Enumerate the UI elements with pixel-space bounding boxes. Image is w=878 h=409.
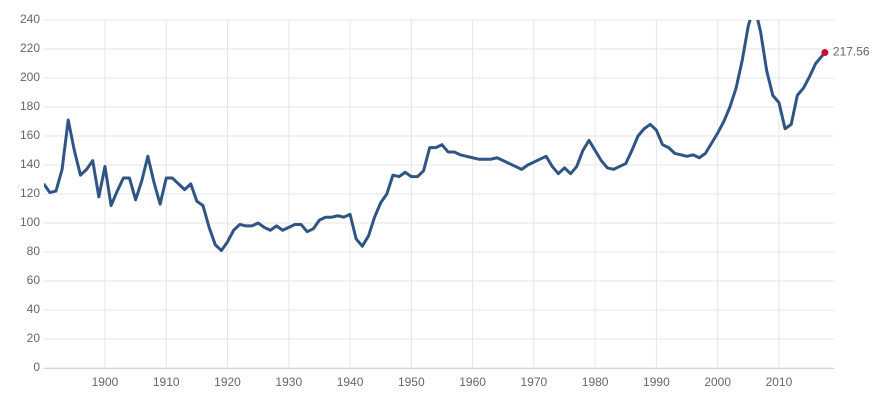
x-tick-label: 1960 xyxy=(459,375,486,389)
x-tick-label: 1930 xyxy=(275,375,302,389)
x-tick-label: 1990 xyxy=(643,375,670,389)
y-tick-label: 0 xyxy=(33,360,40,374)
y-tick-label: 140 xyxy=(20,157,40,171)
x-tick-label: 1910 xyxy=(153,375,180,389)
x-tick-label: 1920 xyxy=(214,375,241,389)
x-tick-label: 1940 xyxy=(337,375,364,389)
y-tick-label: 180 xyxy=(20,99,40,113)
last-point xyxy=(821,49,829,57)
y-tick-label: 20 xyxy=(27,331,41,345)
x-tick-label: 1950 xyxy=(398,375,425,389)
y-tick-label: 220 xyxy=(20,41,40,55)
data-line xyxy=(44,20,827,253)
x-tick-label: 1900 xyxy=(92,375,119,389)
x-tick-label: 1980 xyxy=(582,375,609,389)
x-tick-label: 2010 xyxy=(766,375,793,389)
y-tick-label: 120 xyxy=(20,186,40,200)
y-tick-label: 40 xyxy=(27,302,41,316)
x-tick-label: 1970 xyxy=(521,375,548,389)
y-tick-label: 80 xyxy=(27,244,41,258)
y-tick-label: 200 xyxy=(20,70,40,84)
x-tick-label: 2000 xyxy=(704,375,731,389)
y-tick-label: 100 xyxy=(20,215,40,229)
y-tick-label: 160 xyxy=(20,128,40,142)
y-tick-label: 240 xyxy=(20,12,40,26)
y-tick-label: 60 xyxy=(27,273,41,287)
last-value-label: 217.56 xyxy=(833,45,870,59)
